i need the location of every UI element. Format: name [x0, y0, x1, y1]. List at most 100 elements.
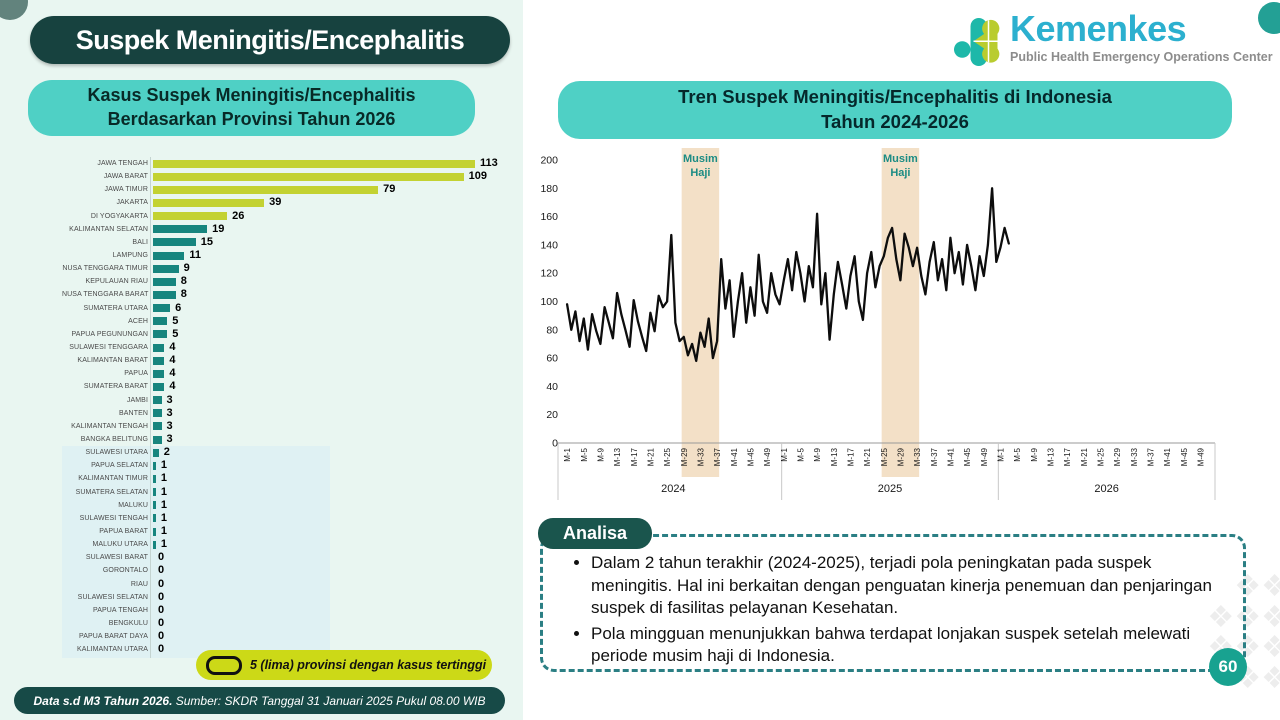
bar-value-label: 3	[166, 433, 173, 446]
analysis-bullet-list: Dalam 2 tahun terakhir (2024-2025), terj…	[543, 552, 1243, 668]
bar-value-label: 1	[160, 459, 167, 472]
bar-value-label: 1	[160, 472, 167, 485]
province-label: MALUKU	[118, 501, 148, 509]
province-bar	[153, 409, 162, 418]
bar-row: SULAWESI UTARA 2	[62, 446, 507, 459]
svg-text:0: 0	[552, 438, 558, 450]
analysis-bullet: Dalam 2 tahun terakhir (2024-2025), terj…	[591, 552, 1225, 620]
svg-text:M-1: M-1	[996, 447, 1005, 461]
bar-row: PAPUA TENGAH 0	[62, 604, 507, 617]
bar-row: KALIMANTAN TIMUR 1	[62, 472, 507, 485]
kemenkes-clover-icon	[954, 18, 1001, 66]
bar-chart-title-line2: Berdasarkan Provinsi Tahun 2026	[107, 109, 396, 129]
province-bar	[153, 185, 379, 194]
bar-row: PAPUA BARAT DAYA 0	[62, 630, 507, 643]
svg-text:M-33: M-33	[1130, 447, 1139, 466]
svg-text:200: 200	[540, 155, 558, 167]
bar-row: KALIMANTAN TENGAH 3	[62, 420, 507, 433]
svg-text:M-37: M-37	[930, 447, 939, 466]
bar-row: DI YOGYAKARTA 26	[62, 210, 507, 223]
province-label: PAPUA	[124, 370, 148, 378]
trend-chart-title-line2: Tahun 2024-2026	[821, 111, 969, 132]
bar-row: JAWA TENGAH 113	[62, 157, 507, 170]
province-label: SULAWESI TENGAH	[79, 514, 148, 522]
svg-text:M-13: M-13	[830, 447, 839, 466]
bar-value-label: 8	[180, 288, 187, 301]
svg-text:M-17: M-17	[1063, 447, 1072, 466]
bar-row: JAKARTA 39	[62, 196, 507, 209]
svg-text:M-45: M-45	[746, 447, 755, 466]
svg-text:Musim: Musim	[683, 153, 718, 165]
bar-row: NUSA TENGGARA TIMUR 9	[62, 262, 507, 275]
province-label: SUMATERA SELATAN	[75, 488, 148, 496]
province-label: BANTEN	[119, 409, 148, 417]
bar-row: SUMATERA UTARA 6	[62, 302, 507, 315]
province-bar	[153, 540, 156, 549]
svg-text:M-9: M-9	[1030, 447, 1039, 461]
bar-row: MALUKU UTARA 1	[62, 538, 507, 551]
bar-row: SUMATERA SELATAN 1	[62, 486, 507, 499]
province-bar	[153, 474, 156, 483]
bar-row: JAWA TIMUR 79	[62, 183, 507, 196]
bar-value-label: 4	[169, 354, 176, 367]
province-bar	[153, 238, 196, 247]
svg-text:120: 120	[540, 268, 558, 280]
svg-text:M-9: M-9	[813, 447, 822, 461]
svg-text:M-45: M-45	[1180, 447, 1189, 466]
svg-text:M-49: M-49	[763, 447, 772, 466]
bar-row: JAMBI 3	[62, 394, 507, 407]
bar-value-label: 5	[172, 327, 179, 340]
bar-row: PAPUA PEGUNUNGAN 5	[62, 328, 507, 341]
province-label: LAMPUNG	[112, 252, 148, 260]
province-bar	[153, 172, 464, 181]
svg-text:M-25: M-25	[880, 447, 889, 466]
bar-value-label: 3	[166, 393, 173, 406]
svg-text:M-45: M-45	[963, 447, 972, 466]
analysis-label-text: Analisa	[562, 523, 628, 543]
province-bar	[153, 330, 168, 339]
bar-value-label: 0	[158, 603, 165, 616]
svg-text:M-21: M-21	[863, 447, 872, 466]
svg-text:40: 40	[546, 381, 558, 393]
province-label: PAPUA PEGUNUNGAN	[71, 330, 148, 338]
province-label: JAWA TIMUR	[104, 186, 148, 194]
bar-row: BANTEN 3	[62, 407, 507, 420]
bar-value-label: 79	[383, 183, 396, 196]
bar-chart-legend: 5 (lima) provinsi dengan kasus tertinggi	[196, 650, 492, 680]
svg-text:M-21: M-21	[646, 447, 655, 466]
svg-text:M-41: M-41	[1163, 447, 1172, 466]
province-bar	[153, 435, 162, 444]
svg-text:160: 160	[540, 211, 558, 223]
trend-line-chart: Musim Haji Musim Haji 0 20 40 60 80 100 120 140 160 1…	[540, 148, 1216, 500]
province-bar	[153, 317, 168, 326]
svg-text:M-29: M-29	[680, 447, 689, 466]
bar-value-label: 0	[158, 616, 165, 629]
province-bar-chart: JAWA TENGAH 113 JAWA BARAT 109 JAWA TIMUR 79 J…	[62, 157, 507, 656]
bar-chart-axis-line	[150, 157, 151, 658]
province-label: PAPUA BARAT DAYA	[78, 633, 148, 641]
bar-value-label: 0	[158, 643, 165, 656]
bar-row: LAMPUNG 11	[62, 249, 507, 262]
svg-text:M-33: M-33	[696, 447, 705, 466]
province-label: KALIMANTAN TENGAH	[71, 422, 148, 430]
svg-text:2024: 2024	[661, 483, 685, 495]
svg-text:80: 80	[546, 324, 558, 336]
svg-text:M-5: M-5	[580, 447, 589, 461]
svg-text:M-5: M-5	[1013, 447, 1022, 461]
kemenkes-logo: Kemenkes Public Health Emergency Operati…	[948, 10, 1273, 74]
province-label: PAPUA TENGAH	[92, 606, 148, 614]
province-bar	[153, 382, 165, 391]
province-label: ACEH	[128, 317, 148, 325]
bar-row: SULAWESI BARAT 0	[62, 551, 507, 564]
province-bar	[153, 159, 476, 168]
svg-text:2025: 2025	[878, 483, 902, 495]
bar-row: BALI 15	[62, 236, 507, 249]
svg-text:M-49: M-49	[1196, 447, 1205, 466]
svg-text:M-17: M-17	[630, 447, 639, 466]
bar-row: GORONTALO 0	[62, 564, 507, 577]
province-label: NUSA TENGGARA BARAT	[62, 291, 149, 299]
bar-value-label: 0	[158, 577, 165, 590]
bar-row: ACEH 5	[62, 315, 507, 328]
bar-value-label: 0	[158, 551, 165, 564]
